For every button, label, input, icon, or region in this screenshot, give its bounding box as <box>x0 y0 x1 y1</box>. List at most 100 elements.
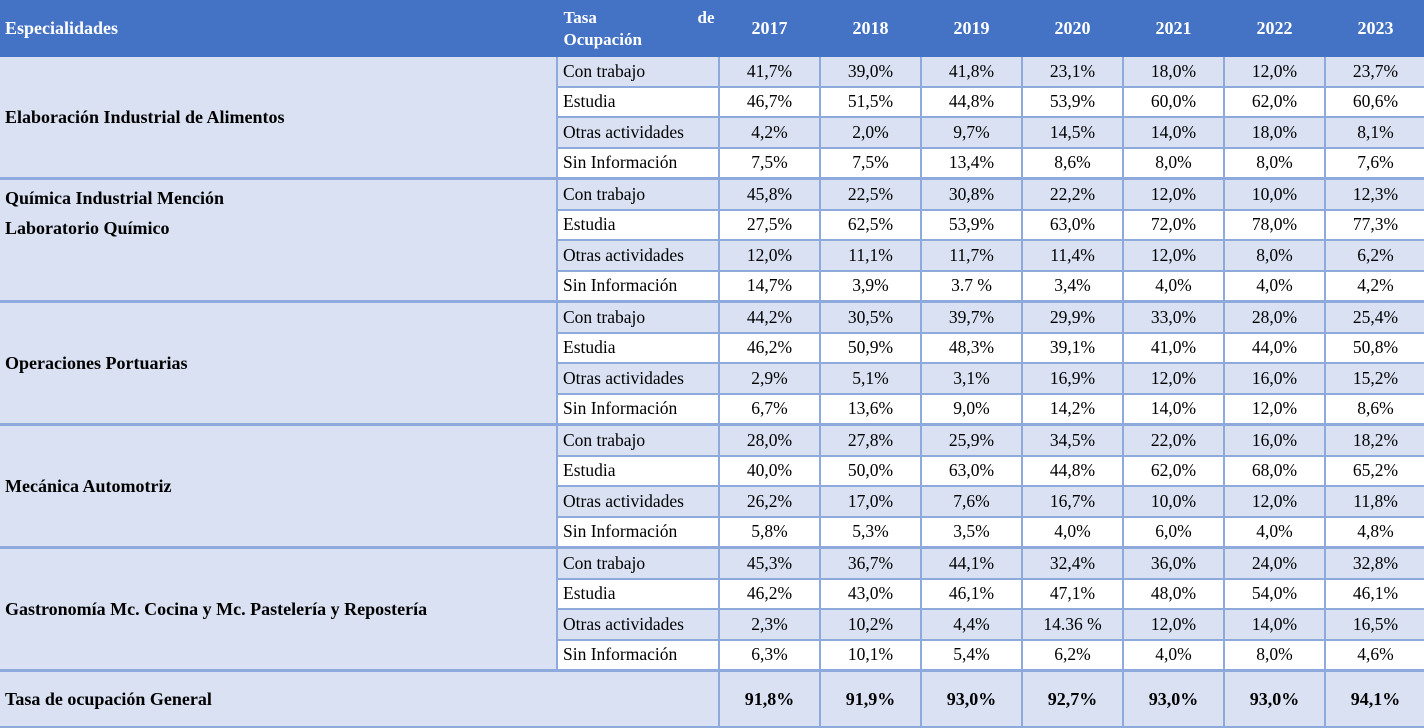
rate-value: 78,0% <box>1224 209 1326 241</box>
rate-value: 27,8% <box>820 424 922 457</box>
rate-value: 6,2% <box>1325 240 1424 272</box>
rate-value: 53,9% <box>1022 86 1124 118</box>
rate-value: 12,3% <box>1325 178 1424 211</box>
rate-value: 4,2% <box>719 117 821 149</box>
rate-value: 3,9% <box>820 270 922 303</box>
occupation-category: Estudia <box>557 86 720 118</box>
rate-value: 16,9% <box>1022 363 1124 395</box>
rate-value: 27,5% <box>719 209 821 241</box>
rate-value: 3,4% <box>1022 270 1124 303</box>
rate-value: 3.7 % <box>921 270 1023 303</box>
occupation-category: Sin Información <box>557 639 720 672</box>
rate-value: 22,5% <box>820 178 922 211</box>
rate-value: 28,0% <box>1224 301 1326 334</box>
rate-value: 4,0% <box>1123 270 1225 303</box>
rate-value: 46,7% <box>719 86 821 118</box>
especialidad-name-line: Mecánica Automotriz <box>5 476 172 496</box>
rate-value: 63,0% <box>1022 209 1124 241</box>
occupation-category: Con trabajo <box>557 57 720 88</box>
rate-value: 6,7% <box>719 393 821 426</box>
rate-value: 45,8% <box>719 178 821 211</box>
especialidad-name: Operaciones Portuarias <box>0 301 558 426</box>
occupation-category: Otras actividades <box>557 117 720 149</box>
table-row: Elaboración Industrial de Alimentos Con t… <box>0 57 1424 180</box>
rate-value: 16,0% <box>1224 363 1326 395</box>
general-rate-label: Tasa de ocupación General <box>0 670 720 728</box>
general-rate-value: 94,1% <box>1325 670 1424 728</box>
rate-value: 23,1% <box>1022 57 1124 88</box>
rate-value: 36,0% <box>1123 547 1225 580</box>
header-year: 2020 <box>1022 0 1124 57</box>
especialidad-name-line: Gastronomía Mc. Cocina y Mc. Pastelería … <box>5 599 428 619</box>
rate-value: 44,8% <box>1022 455 1124 487</box>
rate-value: 32,4% <box>1022 547 1124 580</box>
especialidad-name-line: Operaciones Portuarias <box>5 353 188 373</box>
rate-value: 12,0% <box>1123 240 1225 272</box>
rate-value: 25,4% <box>1325 301 1424 334</box>
rate-value: 54,0% <box>1224 578 1326 610</box>
occupation-category: Estudia <box>557 578 720 610</box>
rate-value: 12,0% <box>719 240 821 272</box>
rate-value: 16,5% <box>1325 609 1424 641</box>
rate-value: 11,8% <box>1325 486 1424 518</box>
rate-value: 3,1% <box>921 363 1023 395</box>
table-row: Operaciones Portuarias Con trabajo 44,2% 30… <box>0 301 1424 426</box>
rate-value: 65,2% <box>1325 455 1424 487</box>
rate-value: 14,0% <box>1123 393 1225 426</box>
table-body: Elaboración Industrial de Alimentos Con t… <box>0 57 1424 672</box>
header-ocupacion-word: Ocupación <box>563 29 642 49</box>
rate-value: 46,1% <box>921 578 1023 610</box>
rate-value: 41,8% <box>921 57 1023 88</box>
rate-value: 43,0% <box>820 578 922 610</box>
rate-value: 8,0% <box>1123 147 1225 180</box>
table-row: Sin Información 5,8% 5,3% 3,5% 4,0% 6,0% 4,0% 4… <box>0 516 1424 549</box>
rate-value: 24,0% <box>1224 547 1326 580</box>
occupation-category: Otras actividades <box>557 486 720 518</box>
rate-value: 50,0% <box>820 455 922 487</box>
rate-value: 4,2% <box>1325 270 1424 303</box>
rate-value: 8,0% <box>1224 147 1326 180</box>
rate-value: 11,4% <box>1022 240 1124 272</box>
occupation-category: Otras actividades <box>557 363 720 395</box>
rate-value: 4,0% <box>1022 516 1124 549</box>
header-year: 2019 <box>921 0 1023 57</box>
rate-value: 12,0% <box>1224 393 1326 426</box>
rate-value: 14,5% <box>1022 117 1124 149</box>
rate-value: 11,1% <box>820 240 922 272</box>
occupation-category: Sin Información <box>557 516 720 549</box>
rate-value: 9,7% <box>921 117 1023 149</box>
rate-value: 72,0% <box>1123 209 1225 241</box>
header-year: 2018 <box>820 0 922 57</box>
rate-value: 8,0% <box>1224 639 1326 672</box>
rate-value: 12,0% <box>1123 178 1225 211</box>
rate-value: 41,0% <box>1123 332 1225 364</box>
rate-value: 7,6% <box>1325 147 1424 180</box>
especialidad-name: Mecánica Automotriz <box>0 424 558 549</box>
occupation-category: Con trabajo <box>557 547 720 580</box>
rate-value: 5,1% <box>820 363 922 395</box>
table-row: Química Industrial Mención Laboratorio Qu… <box>0 178 1424 303</box>
rate-value: 18,0% <box>1224 117 1326 149</box>
occupation-category: Otras actividades <box>557 609 720 641</box>
rate-value: 36,7% <box>820 547 922 580</box>
rate-value: 25,9% <box>921 424 1023 457</box>
rate-value: 30,8% <box>921 178 1023 211</box>
rate-value: 46,1% <box>1325 578 1424 610</box>
header-especialidades: Especialidades <box>0 0 558 57</box>
table-footer: Tasa de ocupación General 91,8% 91,9% 93… <box>0 670 1424 728</box>
occupation-category: Sin Información <box>557 270 720 303</box>
rate-value: 44,2% <box>719 301 821 334</box>
rate-value: 48,3% <box>921 332 1023 364</box>
occupation-category: Con trabajo <box>557 301 720 334</box>
rate-value: 22,0% <box>1123 424 1225 457</box>
rate-value: 11,7% <box>921 240 1023 272</box>
header-row: Especialidades Tasa de Ocupación 2017 20… <box>0 0 1424 57</box>
general-rate-value: 93,0% <box>921 670 1023 728</box>
rate-value: 23,7% <box>1325 57 1424 88</box>
rate-value: 5,4% <box>921 639 1023 672</box>
especialidad-name-line: Química Industrial Mención <box>5 188 225 208</box>
occupation-category: Sin Información <box>557 393 720 426</box>
rate-value: 40,0% <box>719 455 821 487</box>
rate-value: 8,0% <box>1224 240 1326 272</box>
